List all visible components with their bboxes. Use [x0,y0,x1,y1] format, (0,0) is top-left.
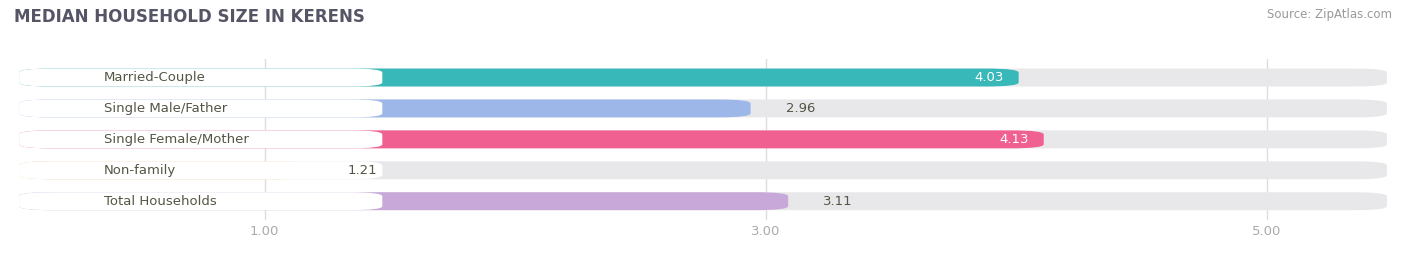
Text: MEDIAN HOUSEHOLD SIZE IN KERENS: MEDIAN HOUSEHOLD SIZE IN KERENS [14,8,366,26]
Text: 4.13: 4.13 [1000,133,1029,146]
Text: Source: ZipAtlas.com: Source: ZipAtlas.com [1267,8,1392,21]
Text: Non-family: Non-family [104,164,177,177]
Text: 2.96: 2.96 [786,102,815,115]
Text: 1.21: 1.21 [347,164,377,177]
FancyBboxPatch shape [20,192,789,210]
Text: 3.11: 3.11 [824,195,853,208]
FancyBboxPatch shape [20,99,1386,117]
FancyBboxPatch shape [20,192,1386,210]
FancyBboxPatch shape [20,192,382,210]
Text: Single Female/Mother: Single Female/Mother [104,133,249,146]
Text: 4.03: 4.03 [974,71,1004,84]
FancyBboxPatch shape [20,131,1386,148]
FancyBboxPatch shape [20,131,382,148]
FancyBboxPatch shape [20,161,312,179]
Text: Total Households: Total Households [104,195,217,208]
FancyBboxPatch shape [20,69,1386,87]
FancyBboxPatch shape [20,161,1386,179]
Text: Married-Couple: Married-Couple [104,71,207,84]
FancyBboxPatch shape [20,69,382,87]
FancyBboxPatch shape [20,161,382,179]
FancyBboxPatch shape [20,99,751,117]
FancyBboxPatch shape [20,131,1043,148]
FancyBboxPatch shape [20,69,1019,87]
FancyBboxPatch shape [20,99,382,117]
Text: Single Male/Father: Single Male/Father [104,102,228,115]
